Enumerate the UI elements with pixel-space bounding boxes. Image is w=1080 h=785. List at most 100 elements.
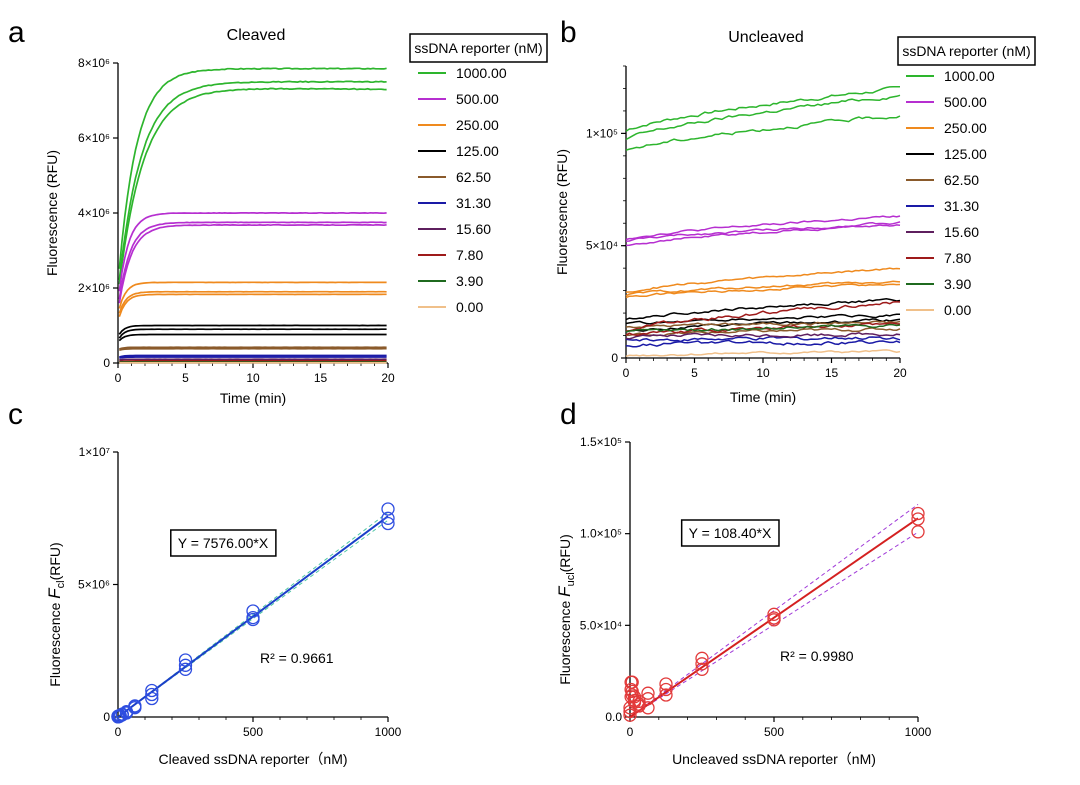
x-tick-label: 500 bbox=[764, 725, 784, 739]
series-line bbox=[625, 115, 901, 151]
series-line bbox=[625, 300, 901, 332]
x-tick-label: 5 bbox=[182, 371, 189, 385]
series-line bbox=[625, 283, 901, 299]
panel-a: Cleaved 0 5 10 15 20 0 2×10⁶ 4×10⁶ 6×10⁶ 8×10⁶ Time… bbox=[44, 27, 548, 406]
y-tick-label: 0.0 bbox=[605, 710, 622, 724]
legend-title-box bbox=[897, 36, 1036, 66]
y-axis-label-sub: cl bbox=[55, 580, 67, 588]
panel-c: 0 500 1000 0 5×10⁶ 1×10⁷ Cleaved ssDNA reporte… bbox=[45, 445, 402, 767]
data-point bbox=[659, 688, 673, 702]
y-tick-label: 2×10⁶ bbox=[78, 281, 110, 295]
y-axis-label-unit: (RFU) bbox=[557, 534, 573, 572]
data-point bbox=[246, 610, 260, 625]
legend-label: 15.60 bbox=[456, 221, 491, 237]
equation-label: Y = 108.40*X bbox=[689, 525, 772, 541]
x-axis-label: Time (min) bbox=[220, 390, 286, 406]
chart-title: Cleaved bbox=[227, 27, 286, 44]
series-line bbox=[625, 94, 901, 141]
legend-label: 7.80 bbox=[456, 247, 483, 263]
data-point bbox=[641, 692, 655, 706]
x-axis-label: Cleaved ssDNA reporter（nM) bbox=[158, 751, 347, 767]
legend-label: 125.00 bbox=[456, 143, 499, 159]
data-point bbox=[381, 516, 395, 531]
x-tick-label: 0 bbox=[627, 725, 634, 739]
data-point bbox=[178, 653, 193, 667]
legend-label: 3.90 bbox=[456, 273, 483, 289]
data-point bbox=[381, 502, 395, 516]
panel-letter-c: c bbox=[8, 398, 23, 431]
legend-title: ssDNA reporter (nM) bbox=[902, 43, 1030, 59]
legend-title-box bbox=[409, 33, 548, 63]
y-tick-label: 1.5×10⁵ bbox=[580, 435, 622, 449]
legend-label: 250.00 bbox=[456, 117, 499, 133]
panel-letter-d: d bbox=[560, 398, 577, 431]
legend-label: 0.00 bbox=[456, 299, 483, 315]
series-line bbox=[625, 327, 901, 337]
data-point bbox=[145, 687, 159, 702]
data-point bbox=[659, 677, 673, 691]
legend-title: ssDNA reporter (nM) bbox=[414, 40, 542, 56]
x-tick-label: 1000 bbox=[905, 725, 932, 739]
x-axis-label: Uncleaved ssDNA reporter（nM) bbox=[672, 751, 876, 767]
chart-title: Uncleaved bbox=[728, 29, 804, 46]
series-line bbox=[625, 339, 901, 348]
x-tick-label: 500 bbox=[243, 725, 263, 739]
y-tick-label: 1×10⁵ bbox=[586, 126, 618, 140]
legend-label: 62.50 bbox=[944, 172, 979, 188]
data-point bbox=[623, 708, 637, 722]
series-line bbox=[118, 333, 387, 342]
x-tick-label: 0 bbox=[623, 366, 630, 380]
series-line bbox=[119, 346, 387, 350]
series-line bbox=[119, 358, 387, 361]
legend-label: 1000.00 bbox=[456, 65, 507, 81]
series-line bbox=[625, 85, 901, 132]
series-line bbox=[118, 290, 387, 314]
y-axis-label-unit: (RFU) bbox=[47, 542, 63, 580]
legend-label: 62.50 bbox=[456, 169, 491, 185]
data-point bbox=[178, 658, 193, 672]
data-point bbox=[625, 675, 639, 689]
x-tick-label: 10 bbox=[756, 366, 770, 380]
series-line bbox=[118, 281, 387, 309]
series-line bbox=[118, 87, 387, 285]
equation-label: Y = 7576.00*X bbox=[178, 535, 269, 551]
data-point bbox=[145, 691, 159, 706]
y-axis-label: Fluorescence Fucl(RFU) bbox=[555, 534, 577, 685]
y-tick-label: 1.0×10⁵ bbox=[580, 527, 622, 541]
legend-label: 7.80 bbox=[944, 250, 971, 266]
data-point bbox=[246, 604, 260, 618]
series-line bbox=[625, 349, 901, 358]
y-tick-label: 0 bbox=[103, 356, 110, 370]
legend-label: 500.00 bbox=[944, 94, 987, 110]
series-line bbox=[625, 280, 901, 297]
series-line bbox=[625, 298, 901, 321]
data-point bbox=[767, 607, 781, 621]
legend-label: 31.30 bbox=[944, 198, 979, 214]
data-point bbox=[911, 512, 925, 526]
data-point bbox=[128, 699, 142, 713]
data-point bbox=[632, 694, 646, 709]
data-point bbox=[641, 686, 655, 700]
data-point bbox=[695, 657, 709, 671]
y-tick-label: 4×10⁶ bbox=[78, 206, 110, 220]
series-line bbox=[119, 360, 387, 363]
data-point bbox=[911, 525, 925, 539]
series-line bbox=[118, 223, 387, 304]
y-tick-label: 1×10⁷ bbox=[79, 445, 110, 459]
data-point bbox=[911, 506, 925, 521]
x-tick-label: 0 bbox=[115, 371, 122, 385]
x-tick-label: 5 bbox=[691, 366, 698, 380]
equation-box bbox=[170, 529, 277, 557]
y-tick-label: 5×10⁴ bbox=[586, 239, 618, 253]
legend-label: 500.00 bbox=[456, 91, 499, 107]
series-line bbox=[625, 323, 901, 333]
series-line bbox=[625, 335, 901, 343]
x-tick-label: 20 bbox=[381, 371, 395, 385]
series-line bbox=[118, 328, 387, 339]
series-line bbox=[625, 221, 901, 243]
data-point bbox=[178, 662, 193, 676]
confidence-band-upper bbox=[629, 503, 919, 718]
y-axis-label-main: Fluorescence bbox=[47, 599, 63, 687]
series-line bbox=[118, 221, 387, 300]
